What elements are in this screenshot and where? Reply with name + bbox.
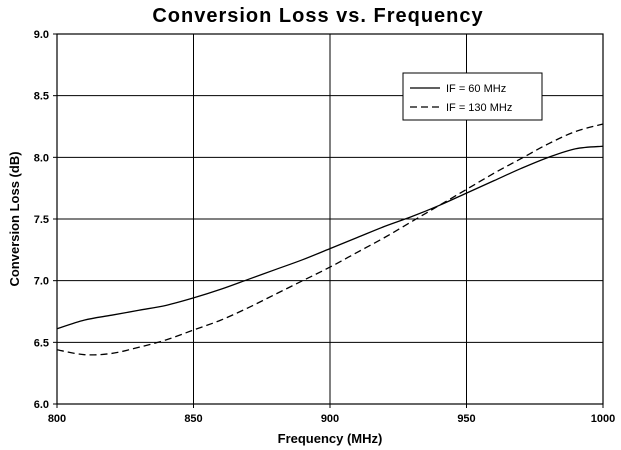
- x-axis-label: Frequency (MHz): [278, 431, 383, 446]
- y-tick-label: 9.0: [34, 29, 49, 41]
- x-tick-label: 850: [184, 413, 202, 425]
- series-group: [56, 123, 604, 356]
- x-tick-label: 800: [48, 413, 66, 425]
- y-tick-label: 6.0: [34, 399, 49, 411]
- y-tick-label: 8.0: [34, 152, 49, 164]
- chart-title: Conversion Loss vs. Frequency: [152, 5, 483, 27]
- plot-area: [56, 33, 604, 405]
- y-tick-label: 7.5: [34, 214, 49, 226]
- y-tick-label: 7.0: [34, 276, 49, 288]
- x-tick-label: 950: [457, 413, 475, 425]
- x-tick-labels: 800 850 900 950 1000: [48, 413, 615, 425]
- x-tick-label: 1000: [591, 413, 615, 425]
- legend-label: IF = 60 MHz: [446, 83, 506, 95]
- y-axis-label: Conversion Loss (dB): [7, 151, 22, 286]
- x-tick-label: 900: [321, 413, 339, 425]
- legend-box: [402, 72, 543, 121]
- y-tick-labels: 6.0 6.5 7.0 7.5 8.0 8.5 9.0: [34, 29, 49, 411]
- series-line-if-130mhz: [56, 123, 604, 356]
- y-tick-label: 8.5: [34, 91, 49, 103]
- series-line-if-60mhz: [56, 145, 604, 330]
- legend: IF = 60 MHz IF = 130 MHz: [402, 72, 543, 121]
- legend-label: IF = 130 MHz: [446, 102, 512, 114]
- y-tick-label: 6.5: [34, 337, 49, 349]
